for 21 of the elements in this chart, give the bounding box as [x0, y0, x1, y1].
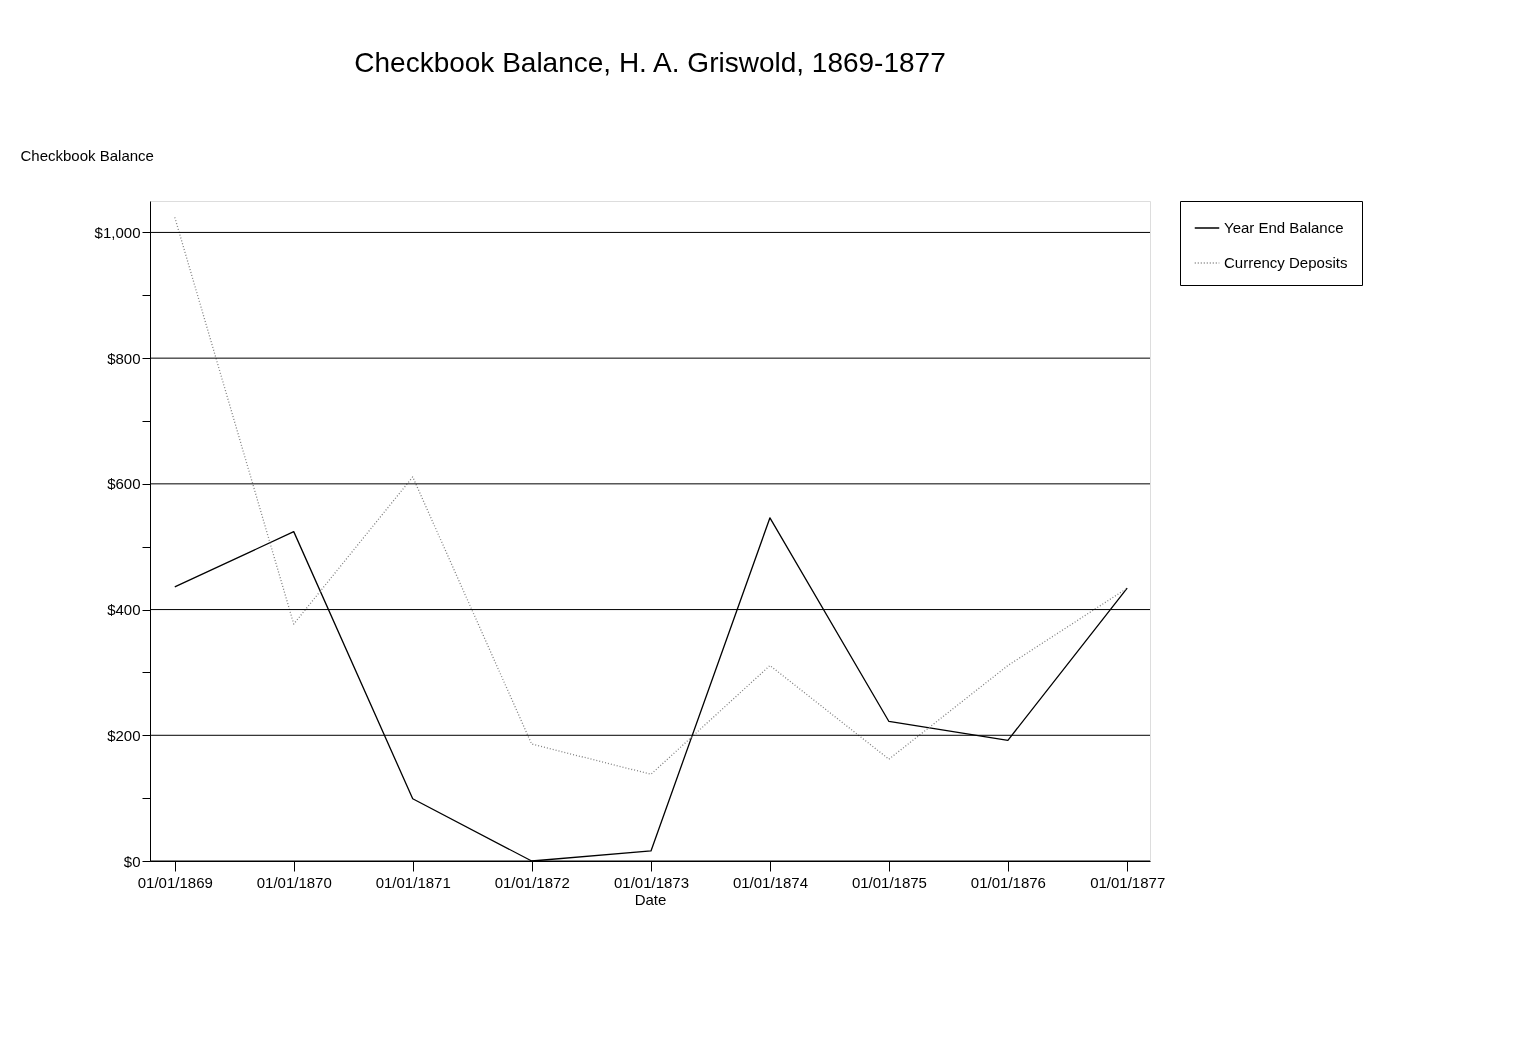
- legend-label: Currency Deposits: [1224, 254, 1348, 271]
- y-tick-label: $1,000: [94, 223, 141, 241]
- x-tick-label: 01/01/1873: [613, 873, 690, 891]
- y-tick-label: $400: [107, 601, 141, 619]
- line-series: [174, 216, 1128, 775]
- x-tick-label: 01/01/1875: [851, 873, 927, 891]
- x-tick-label: 01/01/1870: [256, 873, 332, 891]
- y-tick-label: $600: [107, 475, 141, 493]
- x-tick-label: 01/01/1871: [375, 873, 451, 891]
- x-tick-label: 01/01/1877: [1090, 873, 1166, 891]
- x-tick-label: 01/01/1872: [494, 873, 570, 891]
- x-tick-label: 01/01/1876: [970, 873, 1046, 891]
- chart-title: Checkbook Balance, H. A. Griswold, 1869-1877: [354, 47, 946, 78]
- y-axis-title: Checkbook Balance: [20, 146, 154, 164]
- y-tick-label: $200: [107, 726, 141, 744]
- x-axis-title: Date: [634, 890, 667, 908]
- legend-label: Year End Balance: [1224, 219, 1344, 236]
- x-tick-label: 01/01/1874: [732, 873, 808, 891]
- y-tick-label: $800: [107, 349, 141, 367]
- y-tick-label: $0: [123, 852, 141, 870]
- x-tick-label: 01/01/1869: [137, 873, 213, 891]
